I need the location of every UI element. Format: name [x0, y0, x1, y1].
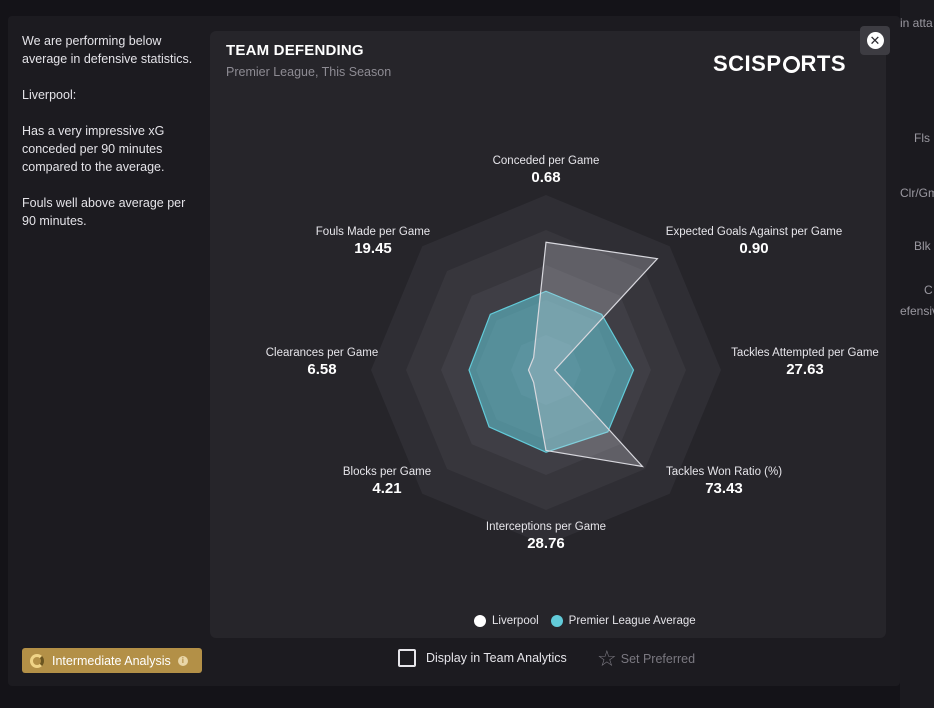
radar-axis-value: 27.63 — [786, 361, 824, 378]
radar-axis-value: 6.58 — [307, 361, 337, 378]
progress-ring-icon — [30, 653, 44, 668]
background-text: Blk — [914, 239, 931, 253]
card-subtitle: Premier League, This Season — [226, 65, 392, 79]
card-title: TEAM DEFENDING — [226, 42, 364, 59]
legend-dot-average — [550, 615, 563, 627]
close-button[interactable]: ✕ — [860, 26, 890, 55]
radar-series-liverpool — [527, 241, 659, 468]
legend-dot-liverpool — [474, 615, 486, 627]
radar-axis-label: Interceptions per Game 28.76 — [456, 521, 636, 552]
radar-chart — [371, 195, 721, 545]
scisports-logo: SCISP RTS — [713, 51, 846, 77]
radar-axis-name: Conceded per Game — [492, 155, 600, 167]
radar-axis-name: Clearances per Game — [265, 347, 379, 359]
radar-axis-value: 19.45 — [354, 240, 392, 257]
radar-card: TEAM DEFENDING Premier League, This Seas… — [210, 31, 886, 638]
logo-text-suffix: RTS — [800, 51, 846, 76]
analysis-summary: We are performing below average in defen… — [22, 32, 202, 248]
team-defending-modal: We are performing below average in defen… — [8, 16, 900, 686]
display-in-team-analytics-toggle[interactable]: Display in Team Analytics — [398, 649, 567, 667]
radar-axis-name: Interceptions per Game — [485, 521, 607, 533]
radar-axis-label: Fouls Made per Game 19.45 — [283, 226, 463, 257]
summary-paragraph: Has a very impressive xG conceded per 90… — [22, 124, 165, 174]
badge-label: Intermediate Analysis — [52, 653, 171, 668]
info-icon[interactable]: i — [177, 655, 188, 666]
intermediate-analysis-badge[interactable]: Intermediate Analysis i — [22, 648, 202, 673]
display-label: Display in Team Analytics — [426, 651, 567, 665]
background-right-panel — [900, 0, 934, 708]
radar-axis-label: Tackles Attempted per Game 27.63 — [715, 347, 895, 378]
background-text: efensiv — [900, 304, 934, 318]
radar-axis-name: Fouls Made per Game — [315, 226, 431, 238]
radar-axis-label: Conceded per Game 0.68 — [456, 155, 636, 186]
background-text: Fls — [914, 131, 930, 145]
radar-axis-label: Expected Goals Against per Game 0.90 — [664, 226, 844, 257]
legend-label: Liverpool — [492, 615, 539, 627]
radar-axis-label: Tackles Won Ratio (%) 73.43 — [634, 466, 814, 497]
radar-axis-label: Blocks per Game 4.21 — [297, 466, 477, 497]
legend-item-average: Premier League Average — [550, 615, 696, 627]
summary-paragraph: Fouls well above average per 90 minutes. — [22, 196, 186, 228]
display-checkbox[interactable] — [398, 649, 416, 667]
chart-legend: Liverpool Premier League Average — [474, 615, 708, 627]
radar-axis-name: Tackles Won Ratio (%) — [665, 466, 783, 478]
radar-axis-value: 28.76 — [527, 535, 565, 552]
radar-axis-name: Tackles Attempted per Game — [731, 347, 879, 359]
radar-axis-value: 4.21 — [372, 480, 402, 497]
background-text: C — [924, 283, 933, 297]
radar-axis-label: Clearances per Game 6.58 — [232, 347, 412, 378]
background-text: in atta — [900, 16, 933, 30]
summary-paragraph: Liverpool: — [22, 88, 77, 102]
star-icon: ☆ — [597, 646, 617, 671]
set-preferred-label: Set Preferred — [620, 652, 696, 666]
summary-paragraph: We are performing below average in defen… — [22, 34, 193, 66]
radar-axis-value: 0.90 — [739, 240, 769, 257]
legend-item-liverpool: Liverpool — [474, 615, 539, 627]
radar-axis-name: Expected Goals Against per Game — [665, 226, 843, 238]
close-icon: ✕ — [866, 32, 884, 49]
background-text: Clr/Gm — [900, 186, 934, 200]
logo-o-mark — [782, 55, 800, 73]
radar-axis-name: Blocks per Game — [342, 466, 432, 478]
legend-label: Premier League Average — [568, 615, 696, 627]
logo-text-prefix: SCISP — [712, 51, 782, 76]
radar-axis-value: 0.68 — [531, 169, 561, 186]
set-preferred-button[interactable]: ☆ Set Preferred — [597, 648, 695, 670]
radar-axis-value: 73.43 — [705, 480, 743, 497]
